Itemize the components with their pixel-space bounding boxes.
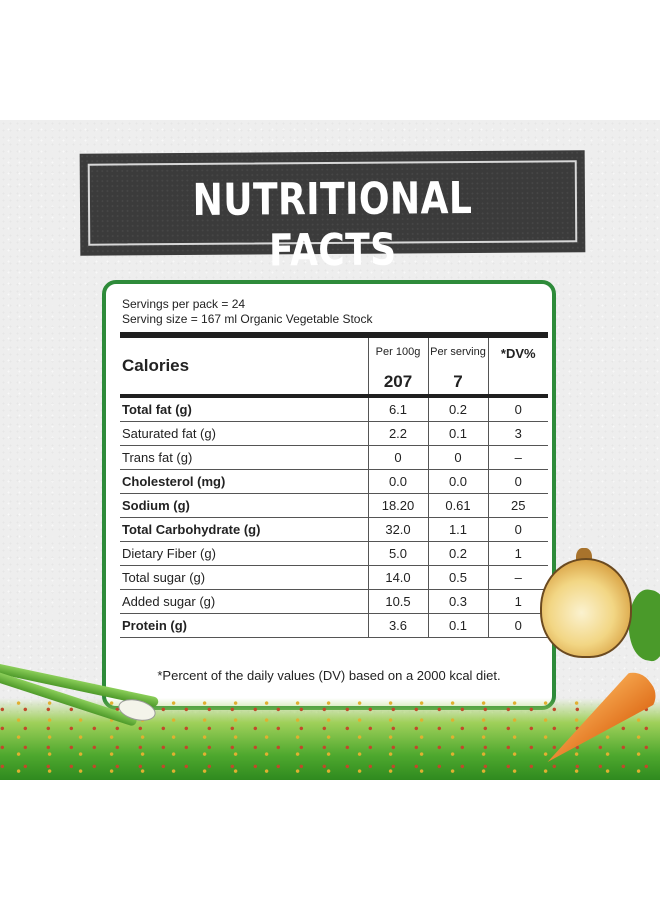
value-per100: 32.0 <box>367 517 428 542</box>
table-row: Total sugar (g) 14.0 0.5 – <box>120 565 548 590</box>
table-row: Dietary Fiber (g) 5.0 0.2 1 <box>120 541 548 566</box>
nutrient-name: Sodium (g) <box>120 493 368 518</box>
nutrient-name: Total sugar (g) <box>120 565 368 590</box>
table-row: Total fat (g) 6.1 0.2 0 <box>120 396 548 422</box>
nutrition-table: Calories Per 100g 207 Per serving 7 *DV% <box>120 338 548 638</box>
value-per100: 2.2 <box>367 421 428 446</box>
value-per100: 6.1 <box>367 396 428 422</box>
value-per100: 0.0 <box>367 469 428 494</box>
table-row: Saturated fat (g) 2.2 0.1 3 <box>120 421 548 446</box>
value-per100: 18.20 <box>367 493 428 518</box>
dv-header: *DV% <box>500 346 536 361</box>
value-dv: – <box>487 445 548 470</box>
table-row: Cholesterol (mg) 0.0 0.0 0 <box>120 469 548 494</box>
value-dv: 0 <box>487 469 548 494</box>
table-row: Added sugar (g) 10.5 0.3 1 <box>120 589 548 614</box>
value-per100: 14.0 <box>367 565 428 590</box>
per100-column: Per 100g 207 <box>367 338 428 398</box>
nutrient-name: Dietary Fiber (g) <box>120 541 368 566</box>
value-dv: 1 <box>487 589 548 614</box>
perserving-header: Per serving <box>430 346 486 358</box>
serving-size: Serving size = 167 ml Organic Vegetable … <box>122 312 373 326</box>
table-top-rule <box>120 332 548 338</box>
value-dv: 1 <box>487 541 548 566</box>
value-perserving: 0.61 <box>427 493 488 518</box>
value-per100: 5.0 <box>367 541 428 566</box>
calories-perserving: 7 <box>453 372 463 391</box>
value-dv: – <box>487 565 548 590</box>
calories-label: Calories <box>122 356 190 375</box>
calories-per100: 207 <box>383 372 413 391</box>
onion-illustration <box>540 558 632 658</box>
per100-header: Per 100g <box>375 346 421 358</box>
value-dv: 3 <box>487 421 548 446</box>
servings-per-pack: Servings per pack = 24 <box>122 297 246 311</box>
value-perserving: 0.1 <box>427 421 488 446</box>
value-perserving: 0.2 <box>427 541 488 566</box>
table-row: Protein (g) 3.6 0.1 0 <box>120 613 548 638</box>
nutrient-name: Trans fat (g) <box>120 445 368 470</box>
value-perserving: 0.3 <box>427 589 488 614</box>
value-perserving: 1.1 <box>427 517 488 542</box>
value-perserving: 0.0 <box>427 469 488 494</box>
value-perserving: 0 <box>427 445 488 470</box>
dv-column: *DV% <box>487 338 548 398</box>
nutrient-name: Protein (g) <box>120 613 368 638</box>
nutrient-name: Total fat (g) <box>120 396 368 422</box>
nutrient-name: Cholesterol (mg) <box>120 469 368 494</box>
nutrition-panel: NUTRITIONAL FACTS Servings per pack = 24… <box>0 120 660 780</box>
nutrient-name: Added sugar (g) <box>120 589 368 614</box>
value-dv: 25 <box>487 493 548 518</box>
table-row: Total Carbohydrate (g) 32.0 1.1 0 <box>120 517 548 542</box>
value-perserving: 0.1 <box>427 613 488 638</box>
title-banner: NUTRITIONAL FACTS <box>79 150 586 276</box>
value-per100: 0 <box>367 445 428 470</box>
nutrition-card: Servings per pack = 24 Serving size = 16… <box>102 280 556 710</box>
table-row: Sodium (g) 18.20 0.61 25 <box>120 493 548 518</box>
value-dv: 0 <box>487 396 548 422</box>
perserving-column: Per serving 7 <box>427 338 488 398</box>
page-title: NUTRITIONAL FACTS <box>192 173 473 277</box>
calories-row: Calories Per 100g 207 Per serving 7 *DV% <box>120 338 548 398</box>
value-dv: 0 <box>487 613 548 638</box>
calories-cell: Calories <box>120 338 368 398</box>
value-per100: 10.5 <box>367 589 428 614</box>
value-perserving: 0.5 <box>427 565 488 590</box>
nutrient-name: Total Carbohydrate (g) <box>120 517 368 542</box>
footnote: *Percent of the daily values (DV) based … <box>157 668 501 683</box>
table-row: Trans fat (g) 0 0 – <box>120 445 548 470</box>
value-dv: 0 <box>487 517 548 542</box>
value-perserving: 0.2 <box>427 396 488 422</box>
value-per100: 3.6 <box>367 613 428 638</box>
nutrient-name: Saturated fat (g) <box>120 421 368 446</box>
